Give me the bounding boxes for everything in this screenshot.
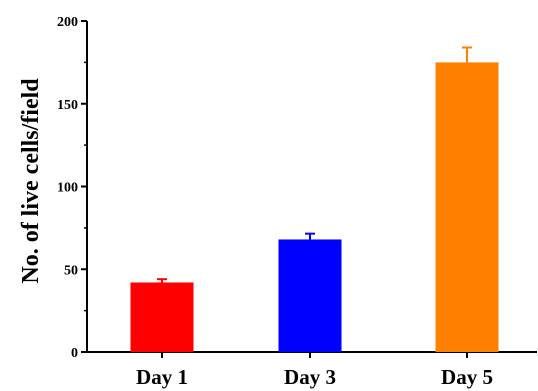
y-tick-label: 100 [57, 181, 78, 196]
y-axis-ticks: 0 50 100 150 200 [57, 15, 87, 361]
x-axis-labels: Day 1 Day 3 Day 5 [136, 352, 493, 389]
plot-area: 0 50 100 150 200 Day 1 Day 3 Day 5 [57, 15, 537, 389]
error-bars-group [157, 46, 472, 283]
y-axis-title: No. of live cells/field [18, 78, 44, 284]
bar-day-1 [130, 282, 194, 352]
x-tick-label: Day 1 [136, 365, 188, 389]
bar-day-3 [278, 239, 342, 352]
bar-day-5 [435, 62, 499, 352]
y-tick-label: 150 [57, 98, 78, 113]
y-tick-label: 0 [71, 346, 78, 361]
y-tick-label: 50 [64, 263, 78, 278]
x-tick-label: Day 5 [441, 365, 493, 389]
y-tick-label: 200 [57, 15, 78, 30]
bars-group [130, 62, 499, 352]
x-tick-label: Day 3 [284, 365, 336, 389]
